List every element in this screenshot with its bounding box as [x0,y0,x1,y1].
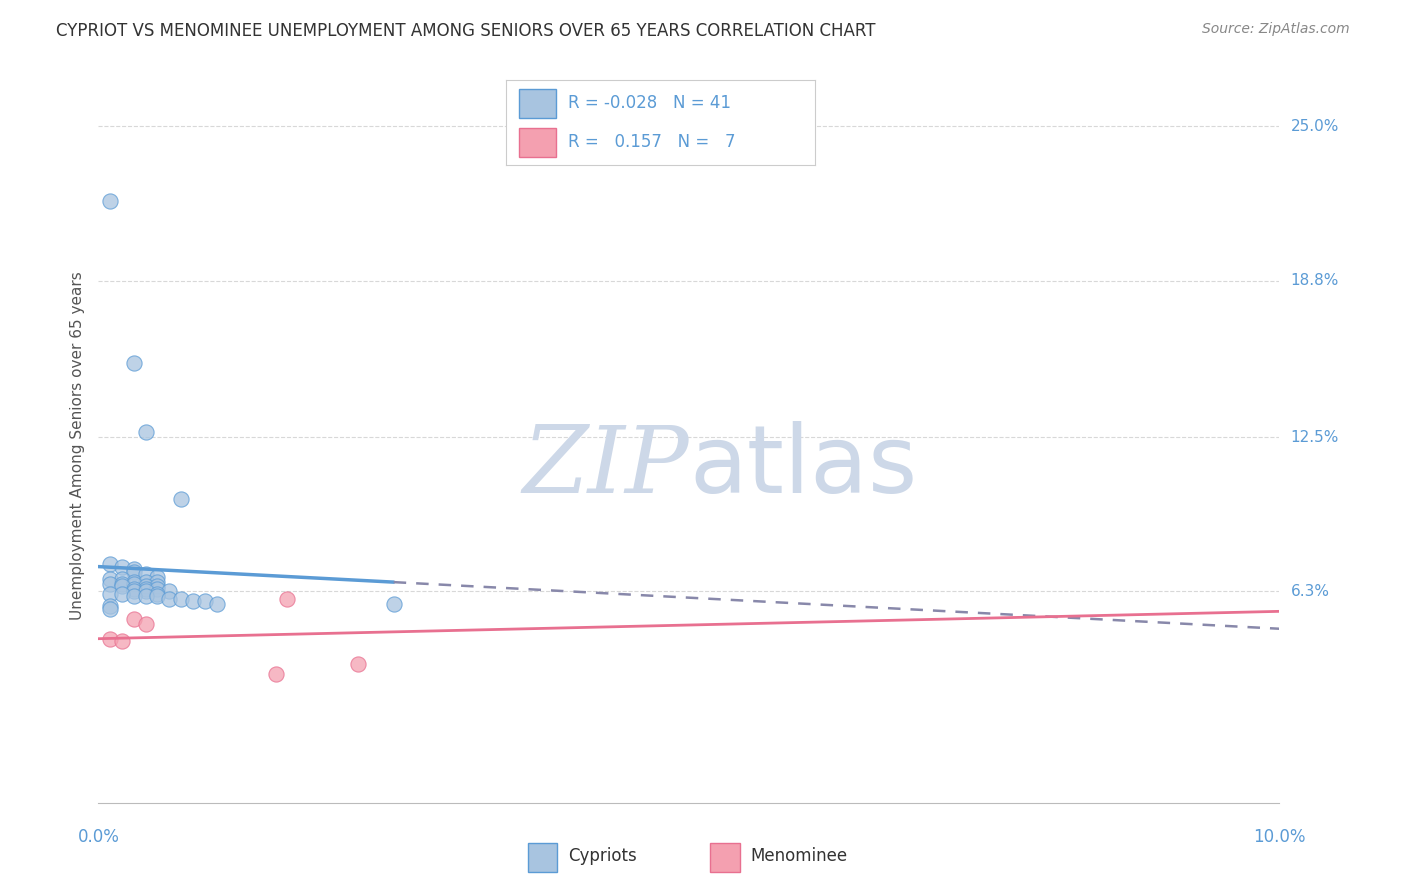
Text: atlas: atlas [689,421,917,514]
Point [135,590,157,604]
Point [276,591,298,606]
Point [98,557,121,571]
Point [382,597,405,611]
Point [122,577,145,591]
Point [170,591,193,606]
Text: 18.8%: 18.8% [1291,273,1339,288]
Point [146,579,169,593]
Point [135,582,157,596]
Point [122,574,145,589]
Text: 6.3%: 6.3% [1291,584,1330,599]
Point [135,425,157,440]
Point [146,590,169,604]
Text: 10.0%: 10.0% [1253,828,1306,846]
Point [157,591,180,606]
Point [98,587,121,601]
FancyBboxPatch shape [710,843,740,872]
Text: Cypriots: Cypriots [568,847,637,865]
Point [98,194,121,208]
Text: CYPRIOT VS MENOMINEE UNEMPLOYMENT AMONG SENIORS OVER 65 YEARS CORRELATION CHART: CYPRIOT VS MENOMINEE UNEMPLOYMENT AMONG … [56,22,876,40]
Point [98,602,121,616]
Point [194,594,217,608]
Text: 12.5%: 12.5% [1291,430,1339,445]
Point [98,632,121,646]
Point [347,657,370,671]
Text: R = -0.028   N = 41: R = -0.028 N = 41 [568,95,731,112]
Point [181,594,204,608]
FancyBboxPatch shape [519,128,555,157]
Y-axis label: Unemployment Among Seniors over 65 years: Unemployment Among Seniors over 65 years [69,272,84,620]
Point [135,579,157,593]
Point [135,584,157,599]
Point [146,569,169,583]
Point [111,579,134,593]
Point [146,587,169,601]
Point [122,565,145,579]
Point [205,597,228,611]
Point [111,587,134,601]
Point [122,562,145,576]
Point [98,577,121,591]
Point [264,666,287,681]
Point [122,590,145,604]
Point [170,492,193,507]
Point [98,599,121,614]
Text: 0.0%: 0.0% [77,828,120,846]
Point [122,582,145,596]
Point [111,634,134,648]
Point [135,567,157,582]
Point [135,616,157,631]
FancyBboxPatch shape [527,843,557,872]
Point [111,577,134,591]
FancyBboxPatch shape [519,89,555,118]
Point [146,574,169,589]
Point [98,572,121,586]
Text: 25.0%: 25.0% [1291,119,1339,134]
Point [122,584,145,599]
Text: ZIP: ZIP [522,423,689,512]
Point [146,582,169,596]
Text: R =   0.157   N =   7: R = 0.157 N = 7 [568,133,735,151]
Point [122,356,145,370]
Text: Source: ZipAtlas.com: Source: ZipAtlas.com [1202,22,1350,37]
Point [135,574,157,589]
Point [122,612,145,626]
Point [157,584,180,599]
Point [111,559,134,574]
Text: Menominee: Menominee [751,847,848,865]
Point [111,572,134,586]
